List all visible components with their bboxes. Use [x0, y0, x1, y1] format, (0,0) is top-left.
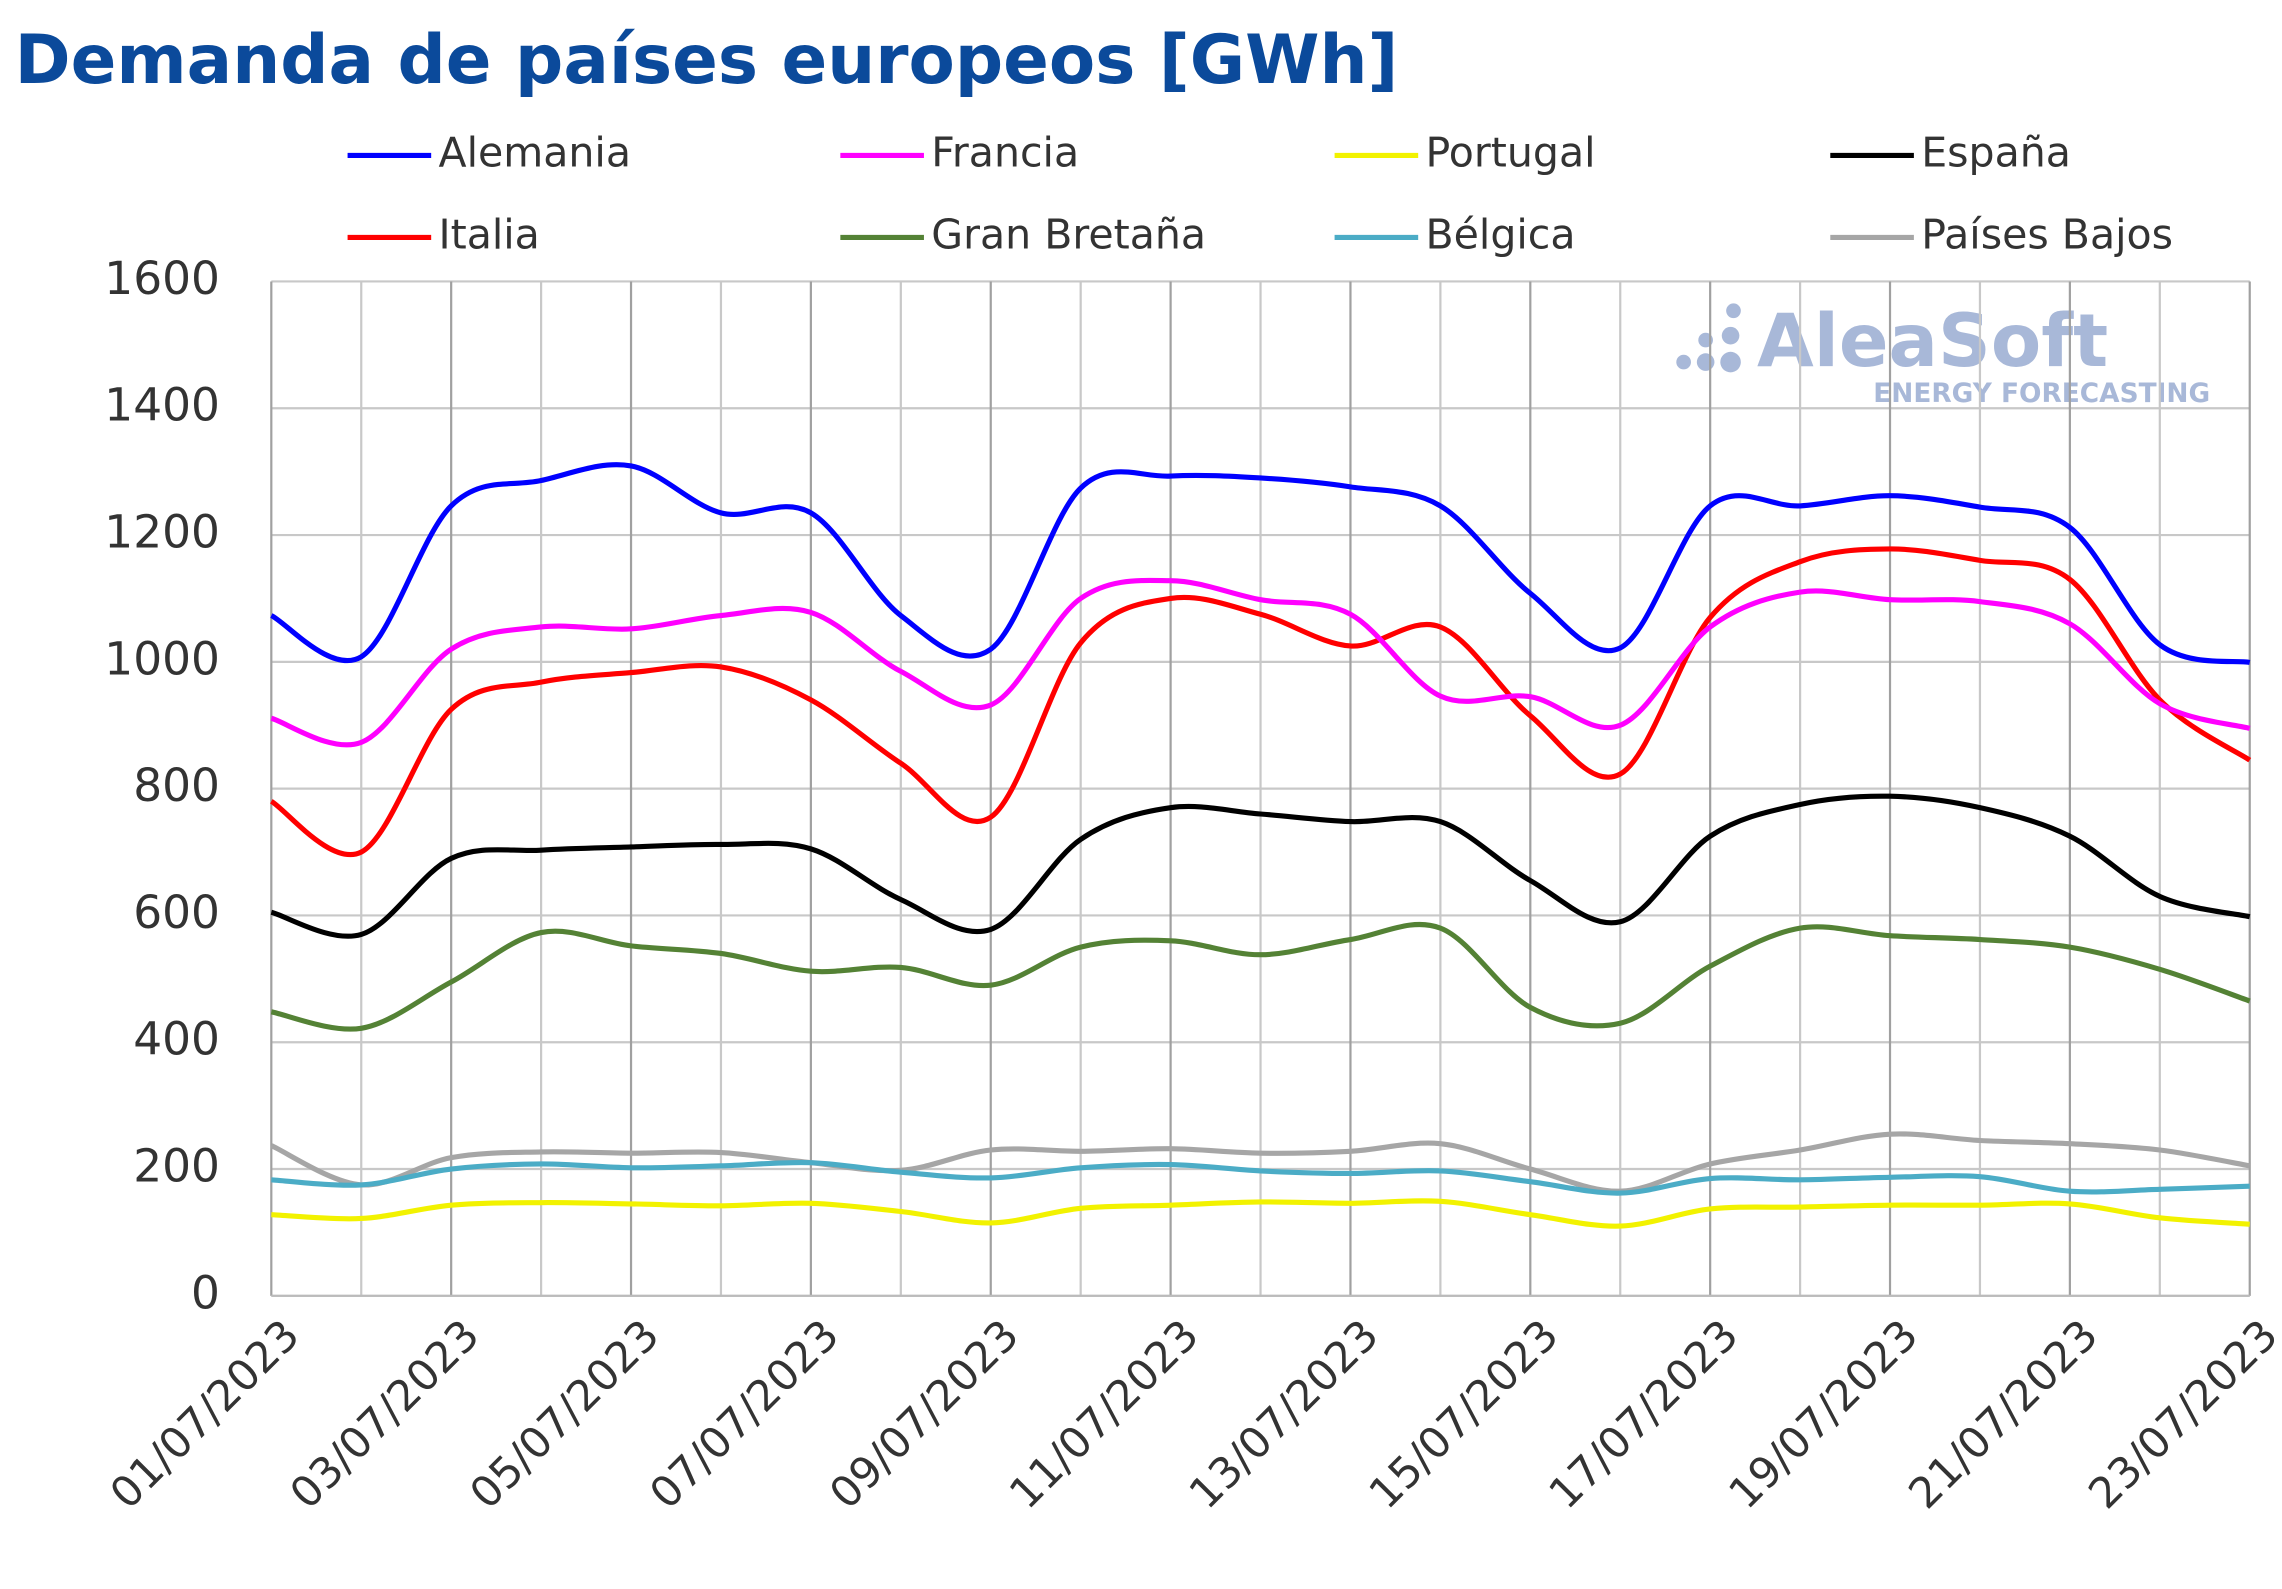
y-tick-label: 200 — [133, 1140, 220, 1193]
grid — [270, 280, 2251, 1297]
series-line — [270, 793, 2251, 939]
logo-dot — [1676, 354, 1691, 370]
y-tick-label: 1200 — [104, 506, 220, 559]
x-tick-label: 01/07/2023 — [101, 1311, 309, 1519]
series-line — [270, 577, 2251, 748]
legend-label: Gran Bretaña — [931, 210, 1206, 258]
x-tick-label: 11/07/2023 — [1001, 1311, 1209, 1519]
y-tick-label: 1000 — [104, 632, 220, 685]
legend-label: España — [1921, 128, 2071, 176]
series-line — [269, 546, 2252, 857]
y-tick-label: 0 — [191, 1266, 220, 1319]
series-line — [270, 921, 2251, 1032]
legend-label: Italia — [439, 210, 540, 258]
logo-dot — [1720, 351, 1741, 373]
watermark-tagline: ENERGY FORECASTING — [1873, 379, 2210, 409]
x-tick-label: 17/07/2023 — [1540, 1311, 1748, 1519]
logo-dot — [1726, 303, 1741, 319]
legend-label: Países Bajos — [1921, 210, 2173, 258]
series-line — [270, 462, 2251, 666]
x-tick-label: 05/07/2023 — [461, 1311, 669, 1519]
x-tick-label: 07/07/2023 — [641, 1311, 849, 1519]
x-tick-label: 15/07/2023 — [1360, 1311, 1568, 1519]
y-tick-label: 1600 — [104, 252, 220, 305]
x-tick-label: 23/07/2023 — [2080, 1311, 2282, 1519]
watermark: AleaSoft ENERGY FORECASTING — [1676, 299, 2210, 409]
legend-label: Bélgica — [1426, 210, 1576, 258]
x-tick-label: 09/07/2023 — [821, 1311, 1029, 1519]
x-tick-label: 13/07/2023 — [1181, 1311, 1389, 1519]
logo-dot — [1696, 353, 1715, 371]
series-line — [270, 1131, 2251, 1194]
legend-label: Alemania — [439, 128, 631, 176]
y-tick-label: 800 — [133, 759, 220, 812]
logo-dot — [1721, 326, 1740, 345]
x-tick-label: 19/07/2023 — [1720, 1311, 1928, 1519]
series-line — [271, 1198, 2250, 1229]
series-line — [271, 1159, 2250, 1196]
chart-title: Demanda de países europeos [GWh] — [15, 20, 1399, 99]
watermark-name: AleaSoft — [1757, 299, 2108, 384]
y-tick-label: 400 — [133, 1013, 220, 1066]
y-tick-label: 1400 — [104, 379, 220, 432]
x-tick-label: 03/07/2023 — [281, 1311, 489, 1519]
x-tick-label: 21/07/2023 — [1900, 1311, 2108, 1519]
legend-label: Portugal — [1426, 128, 1596, 176]
legend-label: Francia — [931, 128, 1079, 176]
y-tick-label: 600 — [133, 886, 220, 939]
